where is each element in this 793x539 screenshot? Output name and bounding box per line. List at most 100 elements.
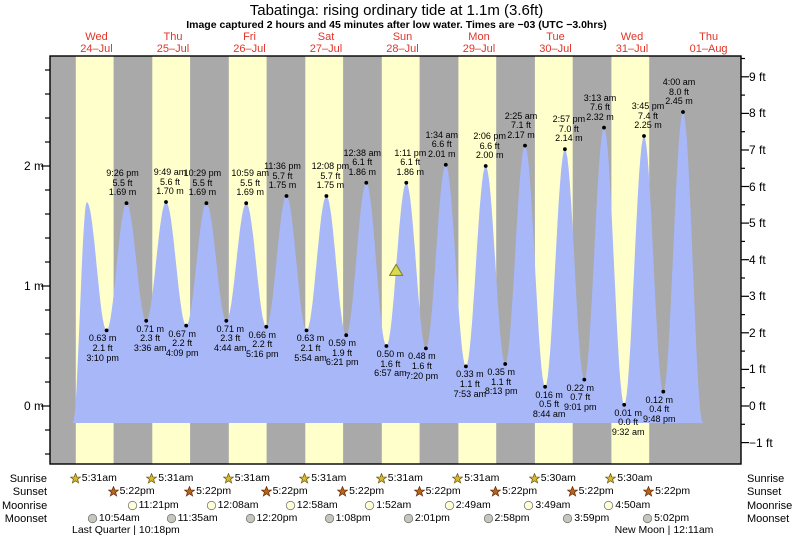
tide-label-time-line: 11:36 pm <box>264 161 301 171</box>
sunset-icon <box>413 485 425 497</box>
sunrise-time: 5:31am <box>387 472 423 484</box>
sunrise-icon <box>299 472 311 484</box>
tide-label-ft-line: 1.6 ft <box>411 360 432 371</box>
tide-high-label: 2:06 pm 6.6 ft 2.00 m <box>473 131 506 161</box>
tide-low-label: 0.16 m 0.5 ft 8:44 am <box>533 389 566 420</box>
tide-extreme-dot <box>523 143 527 148</box>
tide-label-m-line: 2.45 m <box>665 96 693 107</box>
sunrise-time-item: 5:31am <box>69 472 117 484</box>
right-axis-label: 0 ft <box>749 399 766 413</box>
row-label-moonrise: Moonrise <box>747 500 793 512</box>
tide-extreme-dot <box>364 180 369 185</box>
sunset-time: 5:22pm <box>425 485 461 497</box>
tide-label-ft-line: 6.1 ft <box>400 157 421 168</box>
day-label-date: 31–Jul <box>615 42 649 55</box>
moonrise-time: 1:52am <box>376 499 412 511</box>
day-label-date: 27–Jul <box>309 42 343 55</box>
day-label: Sat 27–Jul <box>309 31 343 55</box>
right-axis-label: 5 ft <box>749 216 766 231</box>
day-label: Wed 31–Jul <box>615 31 649 55</box>
moonset-time-item: 10:54am <box>87 512 140 524</box>
tide-label-m-line: 0.67 m <box>168 328 196 339</box>
tide-label-time-line: 3:10 pm <box>86 352 119 363</box>
day-label-date: 29–Jul <box>462 42 496 55</box>
moonrise-icon <box>604 500 614 510</box>
tide-extreme-dot <box>244 201 249 206</box>
moonset-icon <box>166 513 176 523</box>
page-title: Tabatinga: rising ordinary tide at 1.1m … <box>249 2 544 19</box>
sunrise-time: 5:30am <box>540 472 576 484</box>
right-axis-label: −1 ft <box>749 435 773 450</box>
moonset-icon <box>483 513 493 523</box>
moonset-time-item: 1:08pm <box>324 512 371 524</box>
tide-label-ft-line: 2.2 ft <box>172 338 193 349</box>
sunrise-icon <box>146 472 158 484</box>
day-label-dow: Tue <box>546 31 565 43</box>
tide-extreme-dot <box>443 162 448 167</box>
row-label-moonset: Moonset <box>4 513 47 525</box>
moonset-time: 2:01pm <box>414 512 450 524</box>
tide-label-time-line: 7:20 pm <box>405 370 439 381</box>
left-axis-label: 1 m <box>23 279 44 293</box>
tide-label-time-line: 2:06 pm <box>473 131 506 141</box>
tide-label-ft-line: 1.9 ft <box>332 347 353 358</box>
tide-label-m-line: 0.71 m <box>216 323 245 334</box>
right-axis-label: 3 ft <box>749 289 766 304</box>
tide-label-time-line: 9:32 am <box>611 426 645 437</box>
tide-low-label: 0.66 m 2.2 ft 5:16 pm <box>246 329 279 360</box>
tide-label-m-line: 0.50 m <box>376 349 405 359</box>
tide-extreme-dot <box>284 194 289 198</box>
moonrise-time: 11:21pm <box>138 499 179 511</box>
sunrise-icon <box>452 472 464 484</box>
tide-label-m-line: 0.71 m <box>136 323 164 334</box>
tide-label-m-line: 1.70 m <box>156 186 184 197</box>
sunset-icon <box>260 485 272 497</box>
moonrise-time: 2:49am <box>455 499 491 511</box>
tide-label-m-line: 0.63 m <box>88 333 117 344</box>
right-axis-label: 9 ft <box>749 69 766 84</box>
tide-label-m-line: 2.32 m <box>586 111 614 122</box>
row-label-sunrise: Sunrise <box>747 473 785 485</box>
tide-label-m-line: 1.69 m <box>108 187 137 198</box>
right-axis-label: 7 ft <box>749 143 766 157</box>
moonset-time: 3:59pm <box>574 512 610 524</box>
sunset-time-item: 5:22pm <box>184 485 231 497</box>
tide-label-ft-line: 6.1 ft <box>352 157 373 168</box>
tide-high-label: 1:11 pm 6.1 ft 1.86 m <box>394 148 426 178</box>
tide-extreme-dot <box>344 333 349 338</box>
left-axis-label: 0 m <box>23 399 44 413</box>
tide-low-label: 0.63 m 2.1 ft 3:10 pm <box>86 334 119 363</box>
tide-extreme-dot <box>164 200 168 204</box>
tide-label-time-line: 10:29 pm <box>183 168 222 179</box>
sunset-icon <box>643 485 655 497</box>
row-label-sunrise: Sunrise <box>9 473 47 485</box>
tide-label-m-line: 0.12 m <box>645 394 674 405</box>
sunrise-icon <box>222 472 234 484</box>
sunset-time: 5:22pm <box>119 485 155 497</box>
tide-label-m-line: 0.66 m <box>248 329 277 340</box>
tide-label-m-line: 0.16 m <box>535 389 563 400</box>
tide-label-ft-line: 7.4 ft <box>637 110 658 121</box>
tide-label-ft-line: 2.1 ft <box>300 342 321 353</box>
tide-label-ft-line: 2.1 ft <box>92 342 113 353</box>
new-moon-phase-label: New Moon | 12:11am <box>614 524 714 536</box>
tide-label-ft-line: 5.5 ft <box>192 177 213 188</box>
tide-label-m-line: 2.25 m <box>634 120 662 131</box>
moonset-time-item: 2:01pm <box>403 512 450 524</box>
moonrise-time-item: 12:08am <box>206 499 258 511</box>
tide-label-m-line: 1.86 m <box>348 166 377 177</box>
day-label-date: 28–Jul <box>386 42 419 55</box>
sunrise-time-item: 5:30am <box>605 472 652 484</box>
day-label: Wed 24–Jul <box>80 31 112 55</box>
right-axis-label: 2 ft <box>749 325 766 340</box>
moonrise-icon <box>365 500 375 510</box>
left-axis-label: 2 m <box>23 159 44 173</box>
tide-label-time-line: 10:59 am <box>231 168 269 179</box>
moonset-icon <box>642 513 653 523</box>
tide-high-label: 4:00 am 8.0 ft 2.45 m <box>663 77 696 107</box>
day-label-dow: Thu <box>699 31 719 43</box>
tide-extreme-dot <box>184 323 189 328</box>
day-label-dow: Thu <box>163 31 183 43</box>
tide-low-label: 0.50 m 1.6 ft 6:57 am <box>374 349 407 379</box>
tide-label-m-line: 0.59 m <box>328 338 356 349</box>
